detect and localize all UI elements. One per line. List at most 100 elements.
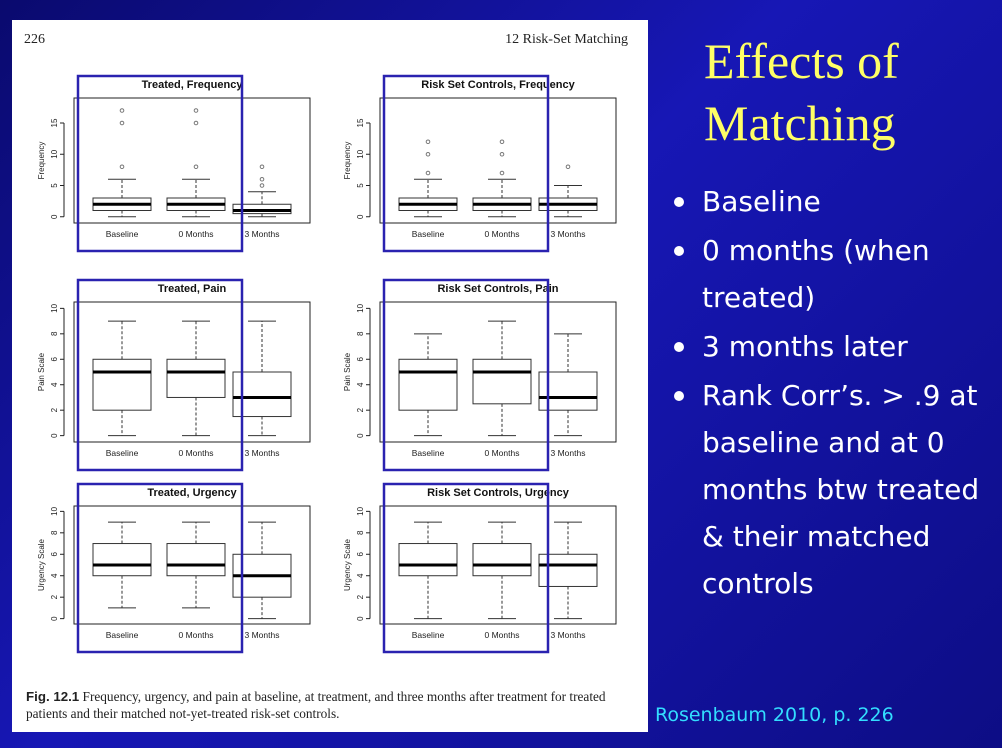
y-axis-label: Pain Scale — [343, 352, 352, 391]
x-tick-label: Baseline — [412, 448, 445, 458]
x-tick-label: 0 Months — [179, 630, 214, 640]
y-tick-label: 2 — [356, 407, 365, 412]
y-tick-label: 0 — [356, 214, 365, 219]
y-tick-label: 10 — [356, 149, 365, 158]
boxplot-panel: Risk Set Controls, Frequency 0 5 10 15 Freque… — [343, 74, 617, 253]
outlier-point — [259, 164, 265, 170]
boxplot-panel: Treated, Pain 0 2 4 6 8 10 Pain Scale Baseline 0 … — [37, 278, 311, 472]
boxplot-panel: Risk Set Controls, Urgency 0 2 4 6 8 10 Urgency… — [343, 482, 617, 654]
y-tick-label: 0 — [50, 433, 59, 438]
x-tick-label: 0 Months — [485, 448, 520, 458]
y-tick-label: 4 — [50, 573, 59, 578]
outlier-point — [499, 139, 505, 145]
bullet-item: 3 months later — [668, 323, 998, 370]
y-tick-label: 8 — [356, 331, 365, 336]
y-tick-label: 2 — [50, 407, 59, 412]
outlier-point — [193, 164, 199, 170]
x-tick-label: 0 Months — [179, 229, 214, 239]
panel-title: Risk Set Controls, Frequency — [421, 79, 575, 91]
box-iqr — [92, 543, 152, 577]
y-tick-label: 10 — [50, 303, 59, 312]
bullet-dot-icon — [674, 197, 684, 207]
bullet-item: Rank Corr’s. > .9 at baseline and at 0 m… — [668, 372, 998, 607]
box-iqr — [398, 543, 458, 577]
page-number: 226 — [24, 32, 45, 47]
y-tick-label: 15 — [50, 118, 59, 127]
bullet-item: Baseline — [668, 178, 998, 225]
highlight-box — [76, 482, 244, 654]
bullet-text: Baseline — [702, 185, 821, 218]
bullet-text: 0 months (when treated) — [702, 234, 930, 314]
outlier-point — [193, 108, 199, 113]
y-tick-label: 10 — [356, 506, 365, 515]
boxplot-panel: Treated, Urgency 0 2 4 6 8 10 Urgency Scale Base… — [37, 482, 311, 654]
y-tick-label: 8 — [50, 530, 59, 535]
y-tick-label: 0 — [50, 214, 59, 219]
x-tick-label: 3 Months — [551, 448, 586, 458]
y-tick-label: 10 — [356, 303, 365, 312]
caption-text: Frequency, urgency, and pain at baseline… — [26, 689, 606, 721]
y-axis-label: Frequency — [37, 142, 46, 180]
y-tick-label: 6 — [356, 356, 365, 361]
y-tick-label: 2 — [50, 594, 59, 599]
y-tick-label: 5 — [356, 183, 365, 188]
box-iqr — [166, 543, 226, 577]
y-tick-label: 4 — [356, 573, 365, 578]
highlight-box — [382, 482, 550, 654]
outlier-point — [119, 108, 125, 113]
boxplot-panel: Treated, Frequency 0 5 10 15 Frequency Baselin… — [37, 74, 311, 253]
y-axis-label: Frequency — [343, 142, 352, 180]
box-iqr — [232, 203, 292, 215]
x-tick-label: Baseline — [412, 229, 445, 239]
y-axis-label: Urgency Scale — [343, 538, 352, 591]
y-tick-label: 6 — [50, 551, 59, 556]
y-axis-label: Pain Scale — [37, 352, 46, 391]
highlight-box — [76, 278, 244, 472]
running-head: 12 Risk-Set Matching — [505, 32, 628, 47]
outlier-point — [425, 170, 431, 176]
y-tick-label: 8 — [356, 530, 365, 535]
citation: Rosenbaum 2010, p. 226 — [655, 704, 894, 726]
y-tick-label: 10 — [50, 506, 59, 515]
boxplot-panel: Risk Set Controls, Pain 0 2 4 6 8 10 Pain Scale… — [343, 278, 617, 472]
plot-frame — [379, 505, 617, 625]
slide-title-line-2: Matching — [704, 95, 896, 151]
plot-frame — [73, 97, 311, 224]
y-tick-label: 15 — [356, 118, 365, 127]
y-axis-label: Urgency Scale — [37, 538, 46, 591]
y-tick-label: 2 — [356, 594, 365, 599]
highlight-box — [382, 74, 550, 253]
box-iqr — [472, 358, 532, 405]
x-tick-label: Baseline — [412, 630, 445, 640]
box-iqr — [472, 543, 532, 577]
plot-frame — [379, 97, 617, 224]
y-tick-label: 5 — [50, 183, 59, 188]
x-tick-label: Baseline — [106, 630, 139, 640]
outlier-point — [499, 151, 505, 157]
y-tick-label: 6 — [356, 551, 365, 556]
y-tick-label: 0 — [356, 433, 365, 438]
x-tick-label: 3 Months — [245, 229, 280, 239]
outlier-point — [119, 120, 125, 126]
bullet-dot-icon — [674, 246, 684, 256]
highlight-box — [382, 278, 550, 472]
caption-label: Fig. 12.1 — [26, 689, 80, 704]
outlier-point — [259, 183, 265, 188]
y-tick-label: 10 — [50, 149, 59, 158]
panel-title: Risk Set Controls, Pain — [437, 283, 558, 295]
x-tick-label: 3 Months — [245, 630, 280, 640]
panel-title: Treated, Pain — [158, 283, 227, 295]
boxplot-figure: Treated, Frequency 0 5 10 15 Frequency Baselin… — [37, 74, 617, 654]
y-tick-label: 6 — [50, 356, 59, 361]
y-tick-label: 4 — [356, 382, 365, 387]
y-tick-label: 4 — [50, 382, 59, 387]
x-tick-label: 0 Months — [485, 630, 520, 640]
bullet-list: Baseline 0 months (when treated) 3 month… — [668, 178, 998, 609]
y-tick-label: 0 — [356, 616, 365, 621]
x-tick-label: 3 Months — [245, 448, 280, 458]
panel-title: Treated, Urgency — [147, 487, 237, 499]
y-tick-label: 0 — [50, 616, 59, 621]
slide-title: Effects of Matching — [704, 30, 994, 154]
outlier-point — [565, 164, 571, 170]
bullet-dot-icon — [674, 342, 684, 352]
